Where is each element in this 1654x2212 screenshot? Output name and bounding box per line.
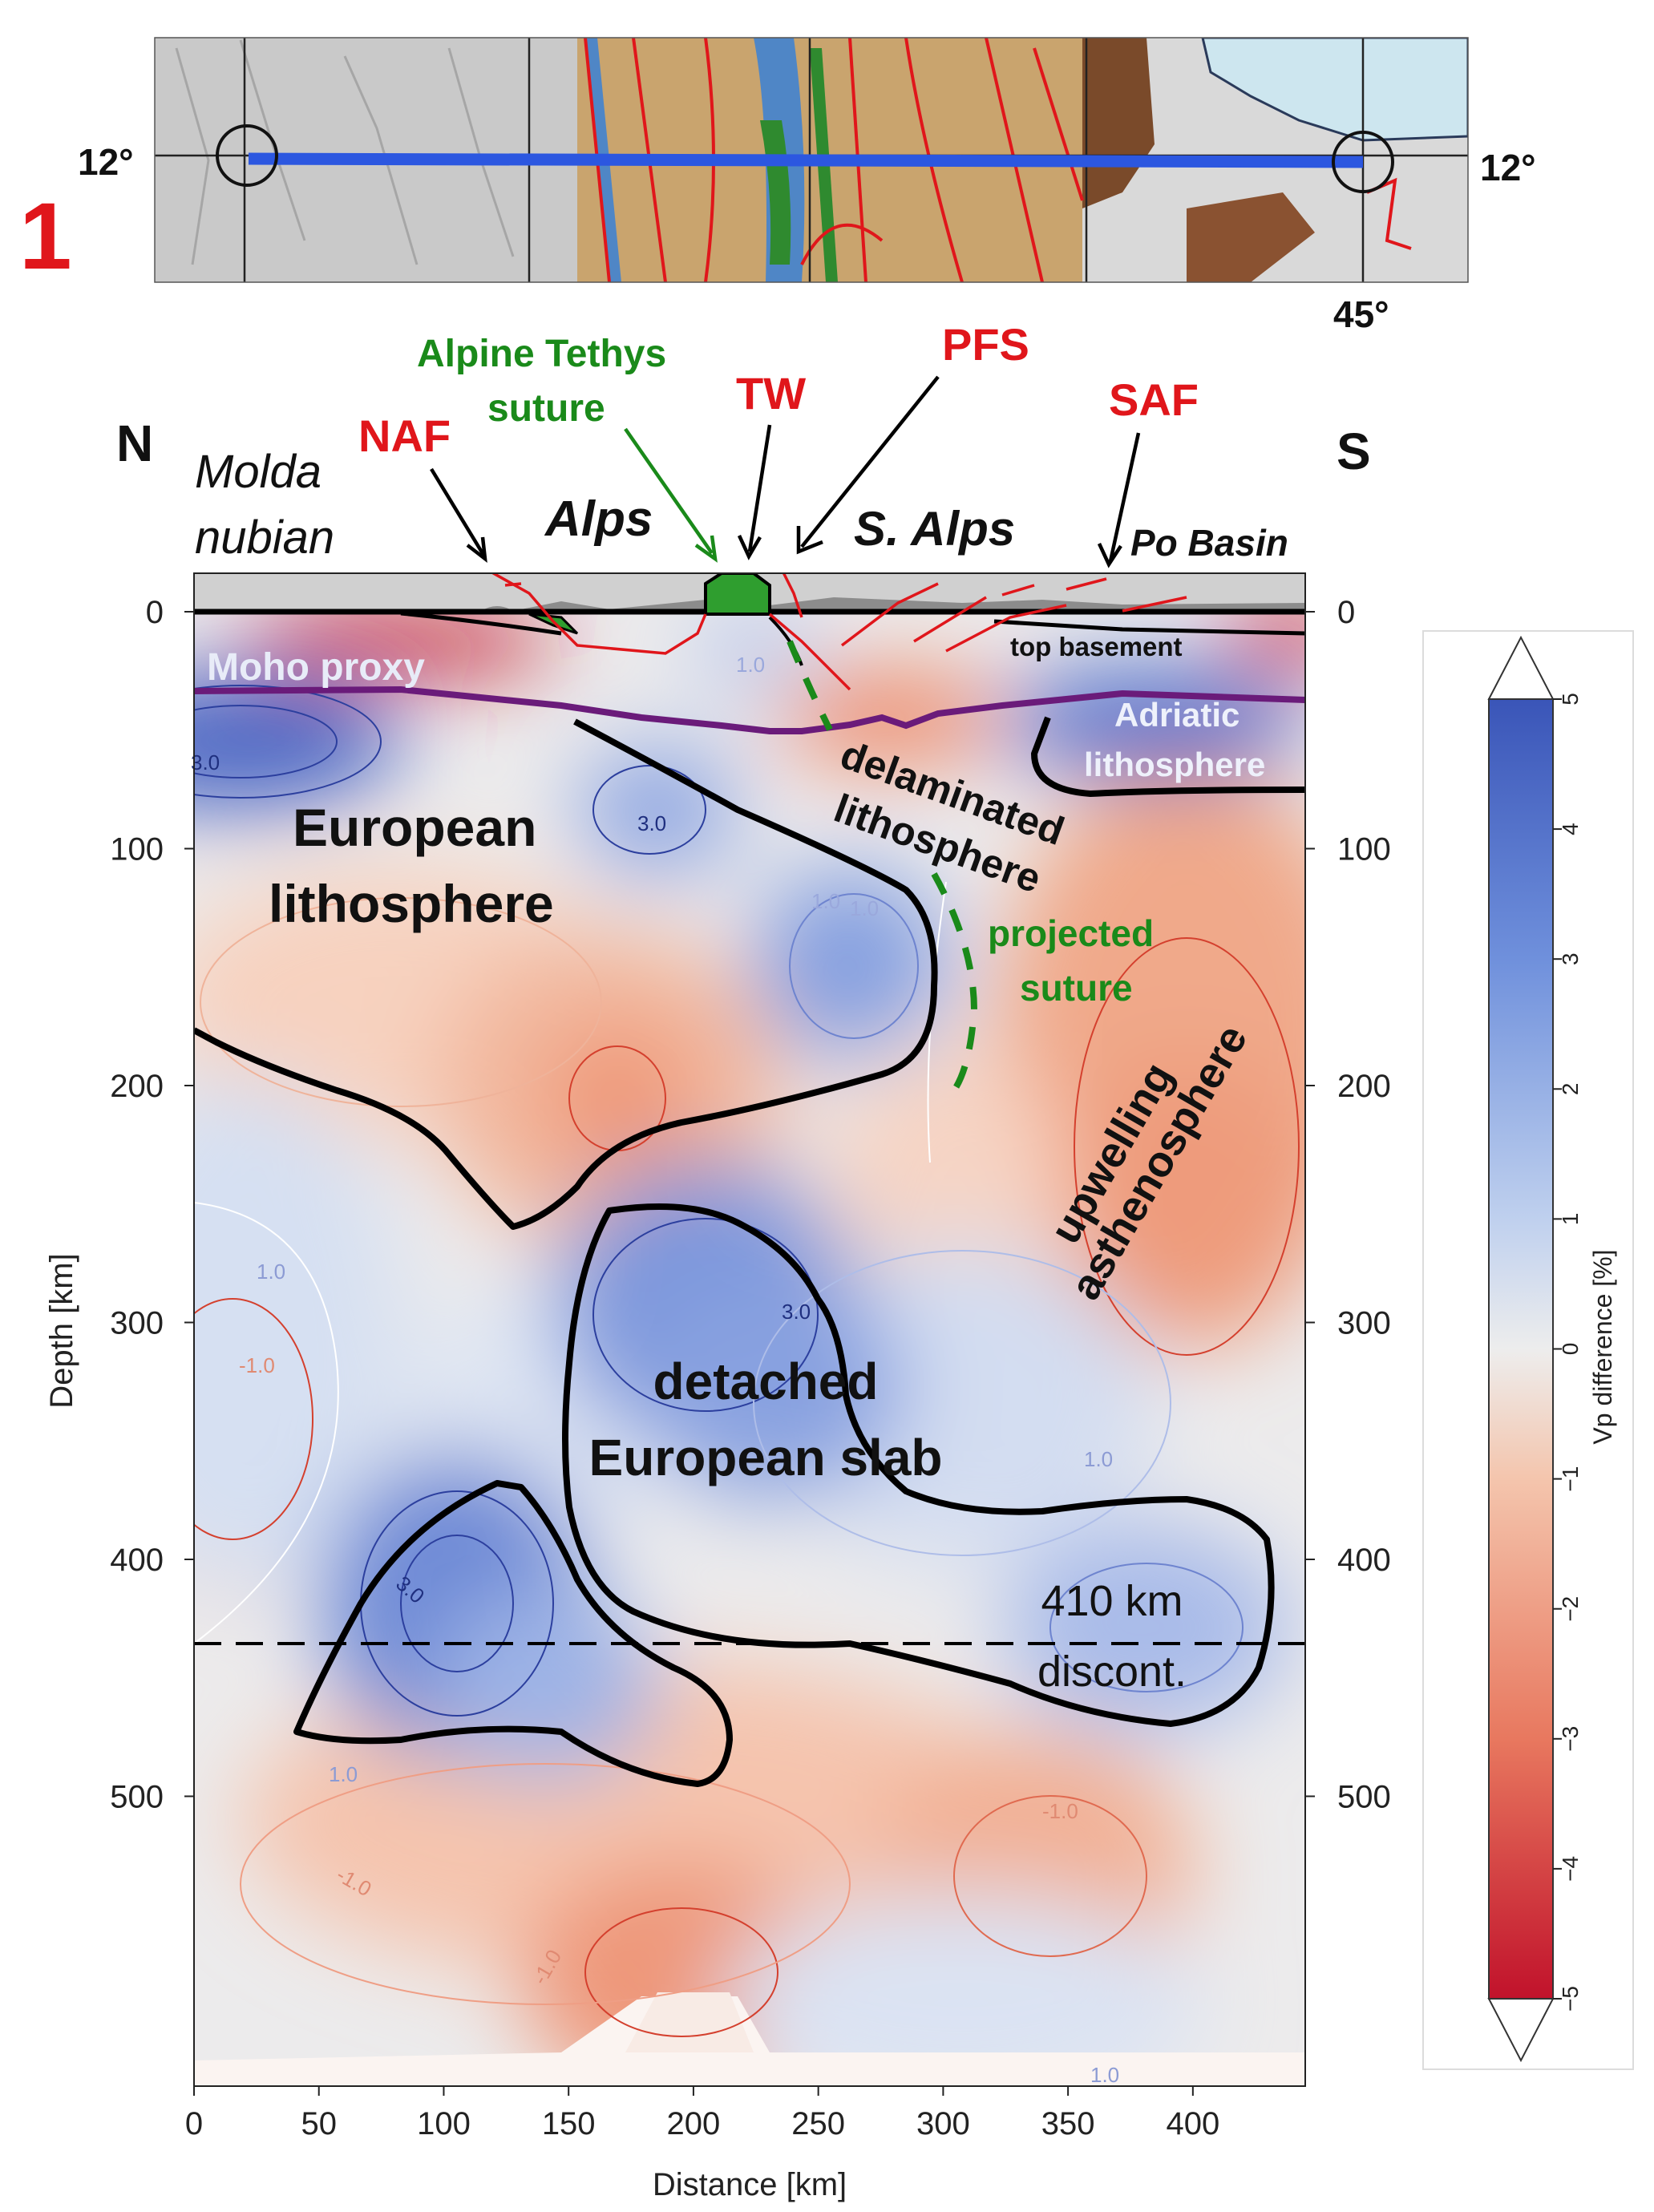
x-tick-label: 350 [1041, 2106, 1095, 2141]
contour-label: -1.0 [1042, 1799, 1078, 1823]
colorbar-tick-label: 5 [1558, 693, 1583, 706]
s-alps-label: S. Alps [854, 502, 1015, 556]
colorbar-tick-label: 3 [1558, 952, 1583, 965]
projected-suture-label-2: suture [1020, 967, 1133, 1009]
colorbar-tick-label: 4 [1558, 823, 1583, 835]
colorbar-min-arrow [1487, 1998, 1555, 2063]
top-basement-label: top basement [1010, 632, 1183, 661]
annotation-arrows [430, 375, 1141, 568]
discontinuity-label-2: discont. [1037, 1648, 1187, 1696]
map-lat-left: 12° [78, 141, 134, 183]
y-tick-label: 400 [110, 1543, 164, 1578]
y-axis-ticks-left: 0 100 200 300 400 500 [110, 595, 194, 1815]
contour-label: 1.0 [850, 896, 879, 920]
y-axis-ticks-right: 0 100 200 300 400 500 [1305, 595, 1391, 1815]
suture-label-2: suture [487, 387, 605, 430]
colorbar-tick-label: −1 [1558, 1466, 1583, 1492]
south-label: S [1337, 423, 1371, 480]
map-lon-label: 45° [1333, 293, 1389, 335]
alps-label: Alps [544, 491, 653, 547]
lower-slab-outline [293, 1480, 733, 1787]
x-tick-label: 0 [185, 2106, 203, 2141]
map-lat-right: 12° [1480, 147, 1536, 188]
y-tick-label: 0 [146, 595, 164, 630]
colorbar-tick-label: 0 [1558, 1343, 1583, 1356]
velocity-field [194, 573, 1305, 2086]
colorbar-tick-label: 1 [1558, 1213, 1583, 1226]
projected-suture-label-1: projected [988, 912, 1154, 954]
contour-label: 1.0 [257, 1260, 285, 1284]
contour-label: 1.0 [329, 1762, 358, 1786]
european-lithosphere-label-1: European [293, 798, 536, 857]
contour-label: 3.0 [191, 750, 220, 774]
y-tick-label: 300 [110, 1306, 164, 1341]
suture-label-1: Alpine Tethys [417, 333, 666, 375]
section-frame [193, 572, 1306, 2087]
y-tick-label: 200 [110, 1069, 164, 1104]
contour-label: 3.0 [782, 1300, 811, 1324]
x-axis-ticks: 0 50 100 150 200 250 300 350 400 [185, 2086, 1219, 2141]
moho-proxy-line [194, 685, 1305, 734]
y-tick-label-right: 100 [1337, 832, 1391, 867]
moho-proxy-label: Moho proxy [207, 646, 425, 689]
x-tick-label: 200 [667, 2106, 721, 2141]
moldanubian-label-1: Molda [195, 446, 321, 498]
x-tick-label: 250 [791, 2106, 845, 2141]
x-tick-label: 150 [542, 2106, 596, 2141]
colorbar: 5 4 3 2 1 0 −1 −2 −3 −4 −5 Vp difference [%] [1422, 630, 1634, 2070]
panel-number: 1 [19, 184, 72, 289]
pfs-label: PFS [942, 319, 1029, 370]
colorbar-gradient [1488, 698, 1554, 2000]
y-tick-label-right: 400 [1337, 1543, 1391, 1578]
y-tick-label-right: 500 [1337, 1780, 1391, 1815]
detached-slab-outline [562, 1203, 1275, 1727]
po-basin-label: Po Basin [1130, 522, 1288, 564]
adriatic-lithosphere-outline [1031, 716, 1305, 797]
tw-label: TW [736, 368, 806, 419]
detached-slab-label-2: European slab [589, 1429, 943, 1486]
y-tick-label-right: 200 [1337, 1069, 1391, 1104]
moldanubian-label-2: nubian [195, 512, 334, 564]
north-label: N [116, 414, 153, 472]
colorbar-tick-label: 2 [1558, 1083, 1583, 1096]
contour-label: -1.0 [239, 1353, 275, 1377]
location-map [154, 37, 1469, 283]
y-tick-label: 500 [110, 1780, 164, 1815]
adriatic-label-2: lithosphere [1084, 746, 1265, 783]
y-axis-title: Depth [km] [44, 1253, 79, 1408]
colorbar-tick-label: −5 [1558, 1986, 1583, 2012]
x-tick-label: 50 [301, 2106, 337, 2141]
saf-label: SAF [1109, 374, 1199, 425]
contour-label: 1.0 [1090, 2063, 1119, 2087]
contour-label: 1.0 [1084, 1447, 1113, 1471]
naf-label: NAF [358, 410, 451, 461]
contour-label: 1.0 [811, 889, 840, 913]
x-tick-label: 300 [916, 2106, 970, 2141]
colorbar-label: Vp difference [%] [1588, 1249, 1617, 1444]
x-tick-label: 400 [1166, 2106, 1219, 2141]
european-lithosphere-label-2: lithosphere [269, 874, 554, 933]
colorbar-tick-label: −2 [1558, 1596, 1583, 1622]
contour-label: 3.0 [637, 811, 666, 835]
european-lithosphere-outline [194, 718, 938, 1230]
colorbar-tick-label: −3 [1558, 1726, 1583, 1752]
adriatic-label-1: Adriatic [1114, 696, 1239, 734]
y-tick-label-right: 300 [1337, 1306, 1391, 1341]
x-axis-title: Distance [km] [653, 2167, 847, 2202]
detached-slab-label-1: detached [653, 1353, 879, 1410]
contour-label: 1.0 [736, 653, 765, 677]
y-tick-label: 100 [110, 832, 164, 867]
discontinuity-label-1: 410 km [1041, 1577, 1183, 1625]
y-tick-label-right: 0 [1337, 595, 1355, 630]
x-tick-label: 100 [417, 2106, 471, 2141]
colorbar-tick-label: −4 [1558, 1856, 1583, 1882]
